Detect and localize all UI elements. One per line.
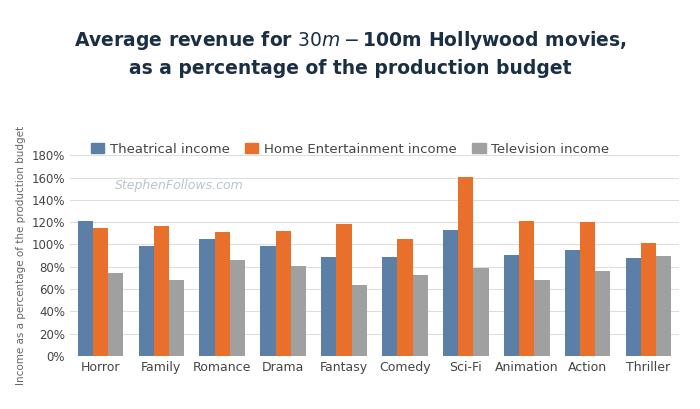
- Bar: [580, 222, 595, 356]
- Bar: [230, 260, 245, 356]
- Bar: [199, 239, 215, 356]
- Bar: [108, 274, 123, 356]
- Bar: [534, 280, 550, 356]
- Bar: [337, 225, 351, 356]
- Bar: [504, 254, 519, 356]
- Bar: [656, 256, 671, 356]
- Bar: [412, 274, 428, 356]
- Bar: [565, 250, 580, 356]
- Bar: [215, 232, 230, 356]
- Bar: [519, 221, 534, 356]
- Bar: [641, 243, 656, 356]
- Bar: [78, 221, 93, 356]
- Bar: [398, 239, 412, 356]
- Bar: [382, 257, 398, 356]
- Bar: [595, 271, 610, 356]
- Bar: [458, 177, 473, 356]
- Bar: [154, 226, 169, 356]
- Bar: [351, 285, 367, 356]
- Bar: [169, 280, 184, 356]
- Text: Average revenue for $30m-$100m Hollywood movies,
as a percentage of the producti: Average revenue for $30m-$100m Hollywood…: [74, 29, 626, 78]
- Bar: [260, 245, 276, 356]
- Y-axis label: Income as a percentage of the production budget: Income as a percentage of the production…: [16, 126, 26, 385]
- Bar: [290, 266, 306, 356]
- Bar: [321, 257, 337, 356]
- Bar: [276, 231, 290, 356]
- Bar: [139, 245, 154, 356]
- Legend: Theatrical income, Home Entertainment income, Television income: Theatrical income, Home Entertainment in…: [86, 137, 614, 161]
- Bar: [626, 258, 641, 356]
- Bar: [473, 268, 489, 356]
- Text: StephenFollows.com: StephenFollows.com: [116, 179, 244, 192]
- Bar: [93, 228, 108, 356]
- Bar: [443, 230, 459, 356]
